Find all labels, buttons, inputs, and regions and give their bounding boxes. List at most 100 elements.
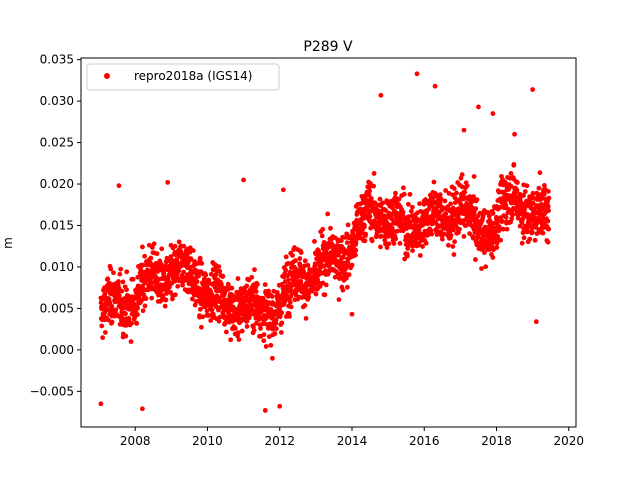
data-point	[258, 326, 263, 331]
data-point	[349, 311, 355, 317]
data-point	[140, 262, 146, 268]
data-point	[167, 284, 172, 290]
data-point	[180, 282, 185, 288]
data-point	[391, 241, 397, 246]
data-point	[344, 240, 350, 246]
data-point	[545, 239, 551, 245]
data-point	[481, 236, 486, 242]
x-tick-label: 2010	[192, 434, 223, 448]
data-point	[249, 274, 255, 280]
axes: 2008 2010 2012 2014 2016 2018 2020 −0.005 0.000 0…	[30, 53, 584, 448]
data-point	[408, 208, 414, 214]
data-point	[546, 226, 552, 232]
data-point	[524, 229, 530, 235]
data-point	[134, 321, 140, 326]
data-point	[197, 306, 203, 312]
data-point	[277, 403, 283, 409]
data-point	[490, 255, 496, 260]
data-point	[362, 238, 368, 244]
data-point	[345, 259, 351, 265]
data-point	[198, 324, 204, 330]
data-point	[353, 247, 359, 253]
data-point	[283, 254, 289, 260]
data-point	[406, 201, 411, 207]
data-point	[249, 297, 254, 303]
data-point	[446, 190, 452, 196]
data-point	[228, 337, 234, 343]
data-point	[464, 183, 470, 189]
y-tick-label: 0.020	[40, 177, 74, 191]
data-point	[537, 170, 543, 176]
data-point	[441, 231, 447, 237]
data-point	[467, 231, 472, 237]
data-point	[135, 305, 140, 311]
data-point	[378, 210, 384, 216]
data-point	[151, 241, 157, 247]
data-point	[181, 243, 187, 249]
data-point	[522, 189, 528, 194]
data-point	[288, 304, 294, 310]
data-point	[442, 198, 448, 204]
data-point	[229, 285, 235, 291]
data-point	[383, 241, 388, 247]
data-point	[303, 315, 309, 321]
data-point	[140, 244, 145, 250]
data-point	[378, 244, 383, 250]
data-point	[396, 196, 402, 202]
data-point	[135, 312, 140, 318]
data-point	[253, 289, 259, 294]
data-point	[490, 211, 496, 216]
data-point	[102, 291, 108, 297]
data-point	[446, 242, 451, 248]
data-point	[450, 244, 456, 249]
data-point	[238, 318, 244, 324]
data-point	[483, 264, 489, 270]
data-point	[323, 282, 329, 288]
data-point	[248, 312, 254, 317]
data-point	[417, 201, 423, 207]
data-point	[545, 218, 551, 224]
data-point	[140, 308, 146, 314]
data-point	[495, 234, 501, 239]
y-tick-label: 0.010	[40, 260, 74, 274]
data-point	[393, 236, 399, 242]
data-point	[437, 200, 443, 206]
data-point	[443, 211, 449, 217]
data-point	[354, 217, 360, 223]
data-point	[410, 248, 415, 253]
data-point	[220, 273, 226, 279]
data-point	[261, 338, 267, 344]
data-point	[362, 224, 367, 230]
x-tick-label: 2018	[481, 434, 512, 448]
data-point	[163, 297, 169, 303]
data-point	[217, 268, 223, 274]
data-point	[290, 253, 295, 258]
data-point	[241, 177, 246, 183]
data-point	[244, 324, 250, 329]
data-point	[461, 127, 467, 133]
data-point	[124, 287, 129, 293]
data-point	[273, 317, 279, 322]
data-point	[313, 291, 319, 297]
data-point	[200, 314, 206, 320]
x-tick-label: 2014	[337, 434, 368, 448]
data-point	[384, 245, 390, 250]
data-point	[284, 293, 290, 299]
data-point	[489, 243, 495, 249]
data-point	[499, 218, 505, 224]
data-point	[116, 183, 122, 189]
data-point	[527, 236, 533, 242]
data-point	[393, 190, 398, 196]
data-point	[540, 230, 546, 236]
data-point	[542, 183, 547, 188]
data-point	[312, 239, 317, 244]
data-point	[107, 280, 112, 286]
data-point	[503, 214, 509, 220]
data-point	[479, 266, 484, 272]
data-point	[386, 241, 392, 247]
data-point	[451, 252, 457, 257]
data-point	[382, 237, 388, 243]
data-point	[250, 307, 256, 313]
data-point	[251, 328, 257, 333]
data-point	[371, 171, 377, 176]
